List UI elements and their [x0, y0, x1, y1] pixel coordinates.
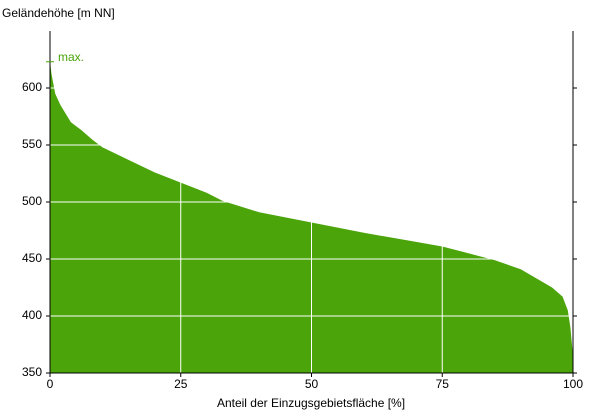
y-tick-label: 400 — [22, 308, 42, 322]
annotation: max. — [58, 50, 84, 64]
y-tick-label: 450 — [22, 251, 42, 265]
y-tick-label: 600 — [22, 80, 42, 94]
x-tick-label: 75 — [436, 377, 450, 391]
y-tick-label: 500 — [22, 194, 42, 208]
y-tick-label: 550 — [22, 137, 42, 151]
x-tick-label: 100 — [563, 377, 583, 391]
x-tick-label: 0 — [47, 377, 54, 391]
y-axis-label: Geländehöhe [m NN] — [2, 6, 115, 20]
x-tick-label: 50 — [305, 377, 319, 391]
y-tick-label: 350 — [22, 365, 42, 379]
x-axis-label: Anteil der Einzugsgebietsfläche [%] — [217, 396, 405, 410]
x-tick-label: 25 — [174, 377, 188, 391]
